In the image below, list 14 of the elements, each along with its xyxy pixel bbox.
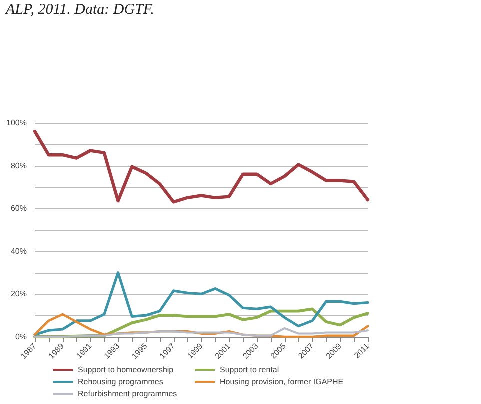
y-tick-label: 0% xyxy=(15,332,27,342)
y-tick-label: 100% xyxy=(6,118,27,128)
line-series xyxy=(34,313,370,338)
legend-label: Support to rental xyxy=(220,366,280,374)
legend-label: Rehousing programmes xyxy=(78,378,164,386)
text: ALP, 2011. Data: DGTF. xyxy=(4,2,156,19)
legend-label: Refurbishment programmes xyxy=(78,390,178,398)
legend-label: Housing provision, former IGAPHE xyxy=(220,378,344,386)
y-tick-label: 20% xyxy=(10,290,27,299)
y-tick-label: 60% xyxy=(10,204,27,214)
y-tick-label: 40% xyxy=(10,246,27,256)
y-tick-label: 80% xyxy=(10,161,27,170)
line-series xyxy=(33,130,370,204)
legend-label: Support to homeownership xyxy=(78,366,174,374)
